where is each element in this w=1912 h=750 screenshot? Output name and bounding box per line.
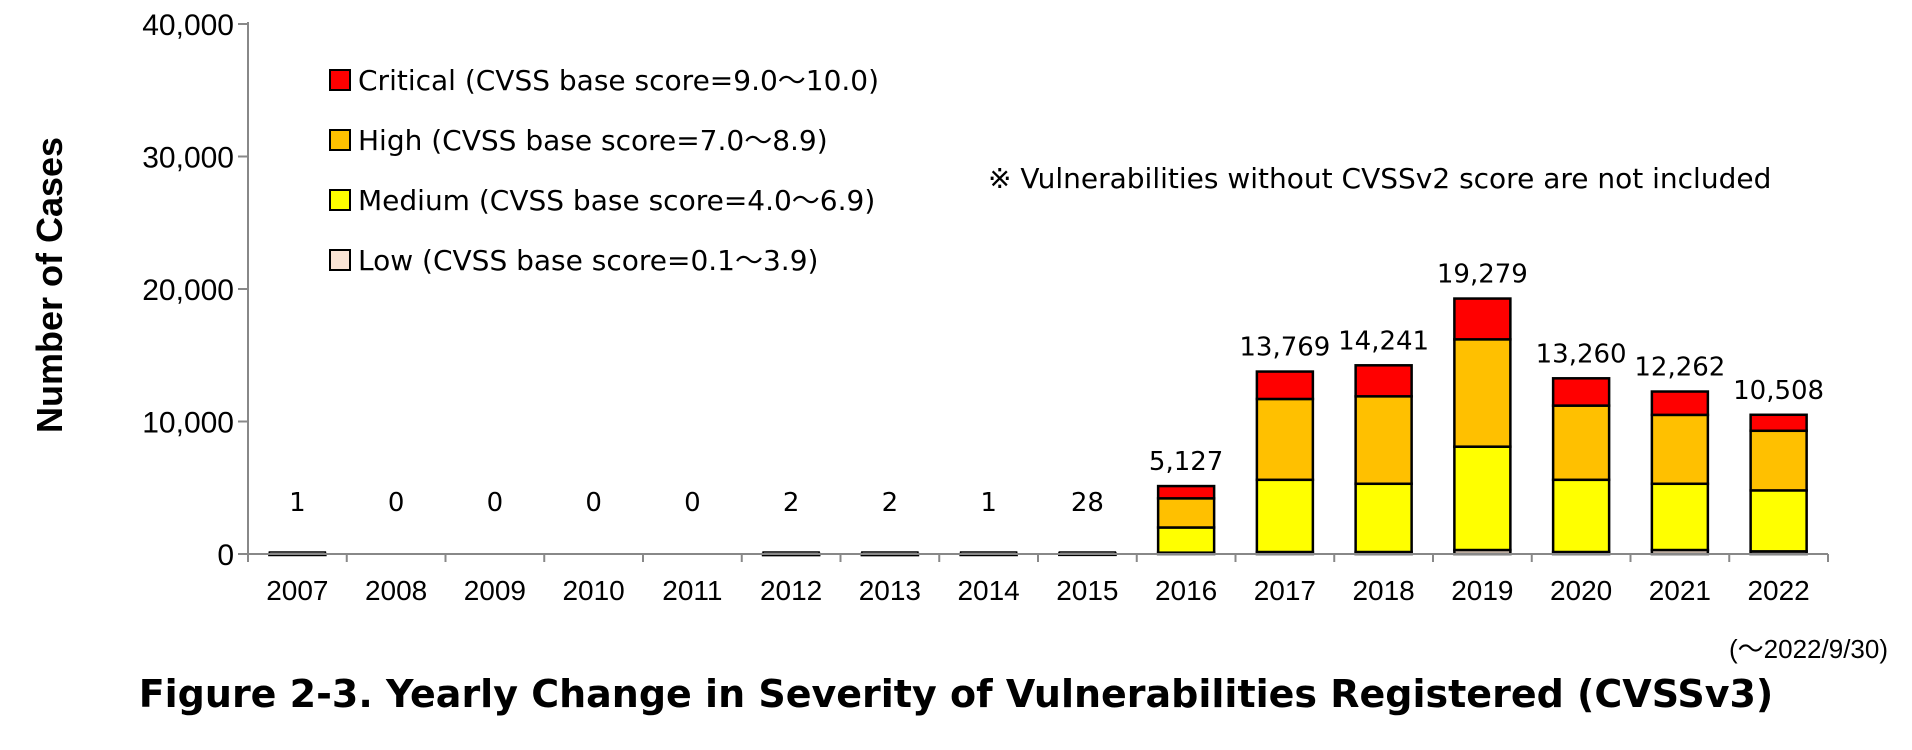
- bar-segment: [1156, 484, 1216, 500]
- bar-segment: [1354, 364, 1413, 398]
- bar-segment: [1255, 370, 1315, 401]
- bar-segment: [1156, 526, 1216, 554]
- bar-total-label: 13,260: [1536, 339, 1627, 369]
- x-tick-label: 2011: [662, 575, 722, 606]
- bar-segment: [1255, 397, 1315, 482]
- bar-segment: [1453, 338, 1512, 448]
- bar-total-label: 13,769: [1239, 333, 1330, 363]
- bar-total-label: 0: [684, 488, 701, 518]
- bar-segment: [1749, 413, 1808, 433]
- x-tick-label: 2012: [760, 575, 822, 606]
- bar-total-label: 10,508: [1733, 376, 1824, 406]
- bar-total-label: 14,241: [1338, 326, 1429, 356]
- x-tick-label: 2009: [464, 575, 526, 606]
- legend: Critical (CVSS base score=9.0～10.0) High …: [329, 64, 879, 277]
- x-tick-label: 2018: [1352, 575, 1414, 606]
- x-tick-label: 2020: [1550, 575, 1612, 606]
- x-tick-label: 2017: [1254, 575, 1316, 606]
- legend-label: High (CVSS base score=7.0～8.9): [358, 124, 828, 157]
- bar-segment: [1255, 478, 1315, 554]
- y-tick-label: 40,000: [142, 9, 234, 42]
- figure-caption: Figure 2-3. Yearly Change in Severity of…: [138, 672, 1774, 716]
- bar-total-label: 19,279: [1437, 260, 1528, 290]
- bar-segment: [1551, 404, 1611, 482]
- legend-swatch: [329, 129, 351, 151]
- bar-segment: [1650, 390, 1710, 417]
- y-tick-label: 0: [217, 539, 234, 572]
- legend-swatch: [329, 69, 351, 91]
- legend-label: Critical (CVSS base score=9.0～10.0): [358, 64, 879, 97]
- bar-total-label: 0: [388, 488, 405, 518]
- bar-segment: [1551, 377, 1611, 407]
- bar-total-label: 2: [783, 488, 800, 518]
- bar-total-label: 12,262: [1634, 353, 1725, 383]
- bar-segment: [1453, 445, 1512, 552]
- bar-segment: [1354, 482, 1413, 554]
- bar-segment: [1453, 297, 1512, 341]
- x-tick-label: 2019: [1451, 575, 1513, 606]
- legend-label: Medium (CVSS base score=4.0～6.9): [358, 184, 875, 217]
- x-axis-note: (～2022/9/30): [1729, 634, 1888, 664]
- bar-total-label: 1: [980, 488, 997, 518]
- legend-swatch: [329, 189, 351, 211]
- bar-segment: [1650, 482, 1710, 552]
- bar-total-label: 5,127: [1149, 447, 1223, 477]
- bar-segment: [1551, 478, 1611, 554]
- y-tick-label: 20,000: [142, 274, 234, 307]
- bar-total-label: 28: [1071, 488, 1104, 518]
- bar-segment: [1749, 429, 1808, 492]
- x-tick-label: 2008: [365, 575, 427, 606]
- bar-total-label: 0: [487, 488, 504, 518]
- bar-segment: [1749, 489, 1808, 553]
- bar-total-label: 1: [289, 488, 306, 518]
- y-tick-label: 10,000: [142, 407, 234, 440]
- x-tick-label: 2016: [1155, 575, 1217, 606]
- x-tick-label: 2021: [1649, 575, 1711, 606]
- bar-segment: [1156, 497, 1216, 529]
- legend-swatch: [329, 249, 351, 271]
- bar-segment: [1354, 395, 1413, 486]
- legend-label: Low (CVSS base score=0.1～3.9): [358, 244, 818, 277]
- x-tick-label: 2015: [1056, 575, 1118, 606]
- bar-total-label: 0: [585, 488, 602, 518]
- bar-segment: [1650, 413, 1710, 486]
- y-axis-label: Number of Cases: [29, 137, 70, 433]
- x-tick-label: 2013: [859, 575, 921, 606]
- bar-total-label: 2: [882, 488, 899, 518]
- x-tick-label: 2010: [562, 575, 624, 606]
- x-tick-label: 2007: [266, 575, 328, 606]
- y-tick-label: 30,000: [142, 142, 234, 175]
- x-tick-label: 2014: [957, 575, 1019, 606]
- x-tick-label: 2022: [1747, 575, 1809, 606]
- annotation: ※ Vulnerabilities without CVSSv2 score a…: [988, 162, 1771, 195]
